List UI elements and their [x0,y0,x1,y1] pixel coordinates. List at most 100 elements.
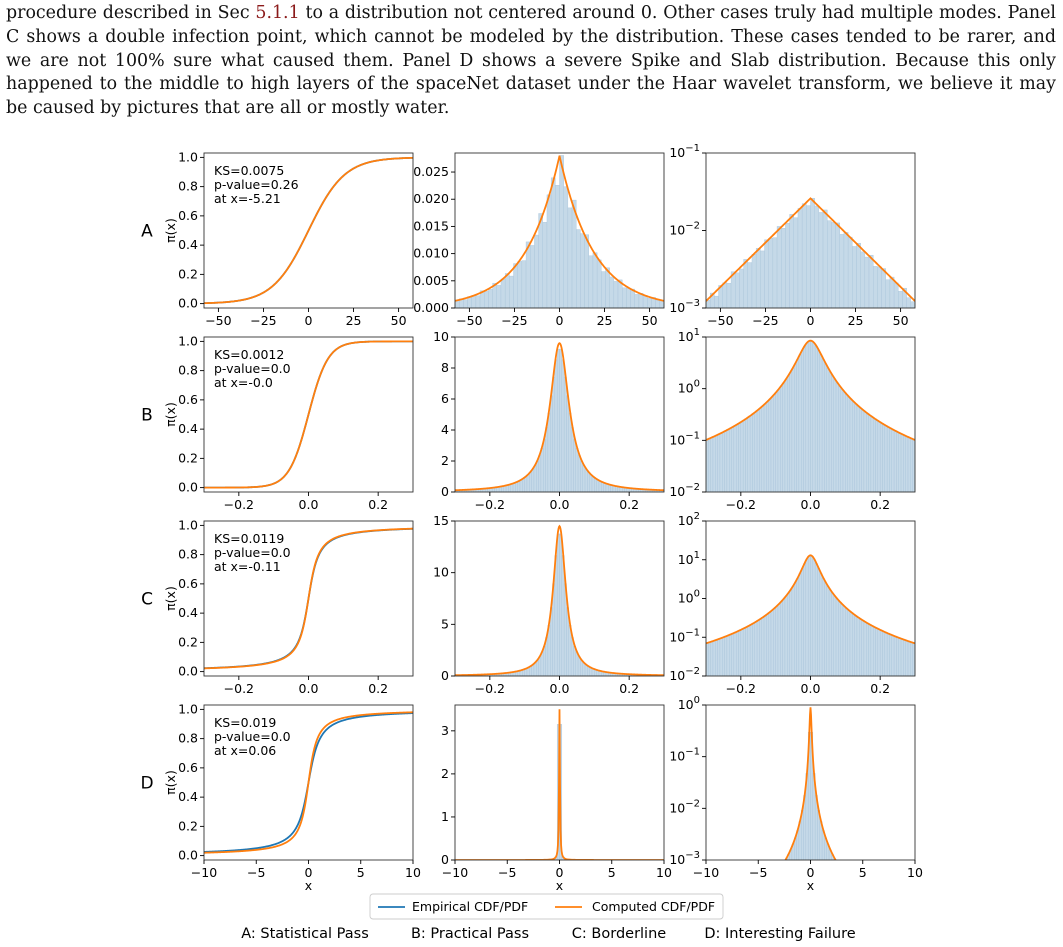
y-axis-label: π(x) [163,586,178,611]
histogram-bar [735,631,739,677]
x-axis-label: x [305,878,312,893]
histogram-bar [540,448,544,493]
histogram-bar [519,479,523,493]
panel-B-cdf: 0.0 0.2 0.4 0.6 0.8 1.0 −0.2 0.0 0.2 KS=0.0012p-v… [141,333,414,512]
x-tick-label: 0.2 [619,497,639,512]
histogram-bar [847,236,853,309]
histogram-bar [906,297,912,309]
y-tick-label: 0.6 [178,576,198,591]
histogram-bar [903,435,906,493]
y-tick-label: 0.0 [178,664,198,679]
x-tick-label: −5 [749,865,767,880]
histogram-bar [831,593,834,677]
histogram-bar [612,485,616,493]
histogram-bar [766,614,769,677]
histogram-bar [573,438,576,493]
histogram-bar [745,418,749,493]
section-reference-link[interactable]: 5.1.1 [255,3,300,23]
histogram-bar [563,186,569,309]
histogram-bar [866,413,869,493]
histogram-bar [810,556,814,677]
x-tick-label: 0.0 [550,497,570,512]
histogram-bar [613,281,619,309]
x-tick-label: 0 [305,313,313,328]
histogram-bar [538,656,542,677]
row-label-A: A [141,222,153,242]
y-tick-label: 0.2 [178,634,198,649]
histogram-bar [546,194,552,309]
histogram-bar [828,371,832,493]
histogram-bar [647,298,652,309]
panel-B-log: 101 100 10−1 10−2 −0.2 0.0 0.2 [669,327,916,512]
y-tick-label: 0.010 [413,246,449,261]
histogram-bar [868,624,872,677]
histogram-bar [810,198,815,309]
histogram-bar [861,410,865,493]
histogram-bar [571,199,577,309]
legend-label-empirical: Empirical CDF/PDF [412,899,528,914]
y-tick-label: 1.0 [178,149,198,164]
x-tick-label: 0 [807,313,815,328]
histogram-bar [503,485,507,493]
computed-curve [455,155,664,302]
y-tick-label: 0 [441,484,449,499]
histogram-bar [509,275,514,309]
x-tick-label: −25 [250,313,276,328]
y-tick-label: 2 [441,453,449,468]
histogram-bar [561,359,565,493]
y-tick-label: 0.6 [178,392,198,407]
ks-annotation: at x=-0.0 [214,375,273,390]
y-tick-label: 0.0 [178,480,198,495]
histogram-bar [828,589,832,677]
histogram-bar [847,610,851,677]
histogram-bar [608,484,611,493]
histogram-bar [801,203,807,309]
histogram-bar [513,263,518,309]
x-tick-label: −5 [498,865,516,880]
histogram-bar [580,660,583,677]
y-tick-label: 0.6 [178,760,198,775]
legend-label-computed: Computed CDF/PDF [592,899,715,914]
histogram-bar [854,404,858,493]
histogram-bar [739,268,744,309]
histogram-bar [659,300,665,309]
histogram-bar [724,431,728,493]
histogram-bar [777,604,781,677]
x-tick-label: 0.2 [870,681,890,696]
computed-curve [204,340,413,489]
histogram-bar [533,662,537,677]
histogram-bar [754,622,758,677]
y-tick-label: 100 [678,379,700,396]
histogram-bar [538,213,543,309]
histogram-bar [726,283,732,309]
y-tick-label: 10−3 [669,850,700,867]
x-tick-label: 0 [807,865,815,880]
histogram-bar [819,354,823,493]
histogram-bar [559,155,564,309]
histogram-bar [759,619,762,677]
histogram-bar [891,635,895,677]
histogram-bar [889,634,892,677]
x-axis-label: x [556,878,563,893]
histogram-bar [525,241,531,309]
histogram-bar [896,637,899,677]
computed-curve [706,554,915,645]
histogram-bar [773,394,776,493]
histogram-bar [712,436,716,493]
y-tick-label: 100 [678,589,700,606]
x-tick-label: 10 [656,865,672,880]
histogram-bar [797,208,803,309]
curves [204,527,413,670]
histogram-bar [870,417,874,493]
x-tick-label: −0.2 [726,497,756,512]
histogram-bar [638,293,644,309]
histogram-bar [898,433,902,493]
histogram-bar [610,485,614,493]
y-tick-label: 10 [433,565,449,580]
curves [784,707,837,860]
histogram-bar [582,465,586,493]
histogram-bar [584,234,589,309]
x-tick-label: 25 [346,313,362,328]
ks-annotation: p-value=0.0 [214,361,291,376]
